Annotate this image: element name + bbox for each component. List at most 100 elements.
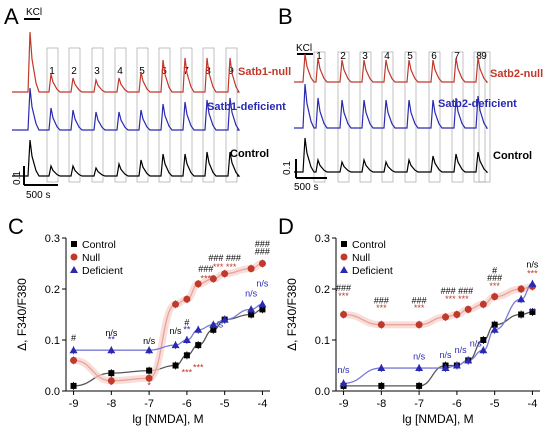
x-tick-label: -7 bbox=[414, 398, 424, 410]
data-point-control bbox=[529, 308, 536, 315]
b-stim-box bbox=[313, 51, 326, 183]
panel-b-label-null: Satb2-null bbox=[490, 68, 543, 80]
panel-b-label-deficient: Satb2-deficient bbox=[438, 98, 517, 110]
data-point-deficient bbox=[441, 364, 450, 372]
y-tick-label: 0.1 bbox=[45, 335, 60, 347]
significance-annotation: *** bbox=[193, 363, 204, 373]
legend-label-deficient: Deficient bbox=[352, 265, 393, 277]
panel-b-label: B bbox=[278, 4, 293, 29]
b-stim-box bbox=[381, 51, 394, 183]
b-stim-number: 6 bbox=[431, 51, 437, 62]
significance-annotation: *** *** bbox=[445, 294, 469, 304]
panel-b-trace-deficient bbox=[294, 83, 489, 129]
significance-annotation: ### bbox=[412, 295, 427, 305]
x-tick-label: -6 bbox=[452, 398, 462, 410]
data-point-control bbox=[210, 326, 217, 333]
significance-annotation: n/s bbox=[440, 350, 453, 360]
data-point-null bbox=[340, 311, 348, 318]
a-stim-box bbox=[114, 47, 127, 183]
data-point-control bbox=[172, 362, 179, 369]
legend-label-null: Null bbox=[352, 252, 370, 264]
panel-b-scale-y-label: 0.1 bbox=[282, 161, 293, 175]
legend-marker-deficient bbox=[340, 266, 348, 273]
b-stim-number: 8 bbox=[476, 51, 482, 62]
data-point-control bbox=[70, 382, 77, 389]
data-point-deficient bbox=[490, 325, 499, 333]
data-point-control bbox=[416, 382, 423, 389]
data-point-null bbox=[209, 275, 217, 283]
panel-d-label: D bbox=[278, 214, 294, 239]
data-point-deficient bbox=[339, 379, 348, 387]
significance-annotation: ### bbox=[255, 239, 270, 249]
data-point-deficient bbox=[517, 295, 526, 303]
legend-label-null: Null bbox=[82, 252, 100, 264]
data-point-deficient bbox=[209, 320, 218, 328]
significance-annotation: ### bbox=[336, 283, 351, 293]
data-point-deficient bbox=[145, 346, 154, 354]
panel-a-stim-boxes bbox=[46, 47, 238, 183]
data-point-control bbox=[195, 342, 202, 349]
panel-a-label-deficient: Satb1-deficient bbox=[207, 101, 286, 113]
b-stim-number: 1 bbox=[316, 51, 322, 62]
data-point-control bbox=[183, 352, 190, 359]
x-axis-label: lg [NMDA], M bbox=[402, 412, 473, 426]
panel-b-kcl-label: KCl bbox=[296, 43, 312, 54]
x-tick-label: -9 bbox=[69, 398, 79, 410]
significance-annotation: n/s bbox=[105, 328, 118, 338]
panel-a-trace-control bbox=[12, 139, 241, 177]
data-point-deficient bbox=[247, 305, 256, 313]
y-axis-label: Δ, F340/F380 bbox=[285, 278, 299, 351]
data-point-control bbox=[378, 382, 385, 389]
significance-annotation: * bbox=[110, 380, 114, 390]
a-stim-number: 2 bbox=[71, 66, 77, 77]
panel-a-scale-x-label: 500 s bbox=[26, 190, 50, 201]
b-stim-box bbox=[478, 51, 491, 183]
significance-annotation: # bbox=[492, 266, 497, 276]
a-stim-box bbox=[136, 47, 149, 183]
x-tick-label: -9 bbox=[339, 398, 349, 410]
data-point-null bbox=[491, 293, 499, 301]
null-confidence-band bbox=[70, 260, 266, 385]
significance-annotation: *** bbox=[489, 281, 500, 291]
x-tick-label: -7 bbox=[144, 398, 154, 410]
y-tick-label: 0.2 bbox=[45, 284, 60, 296]
significance-annotation: n/s bbox=[470, 339, 483, 349]
data-point-null bbox=[194, 280, 202, 288]
a-stim-number: 3 bbox=[94, 66, 100, 77]
significance-annotation: n/s bbox=[256, 278, 269, 288]
significance-annotation: n/s bbox=[338, 365, 351, 375]
data-point-deficient bbox=[415, 364, 424, 372]
significance-annotation: ** bbox=[108, 335, 116, 345]
b-stim-number: 4 bbox=[384, 51, 390, 62]
data-point-control bbox=[518, 311, 525, 318]
data-point-control bbox=[480, 337, 487, 343]
a-stim-number: 5 bbox=[139, 66, 145, 77]
fit-curve-control bbox=[73, 308, 263, 387]
fit-curve-null bbox=[343, 285, 533, 326]
data-point-null bbox=[145, 374, 153, 382]
panel-a-kcl-label: KCl bbox=[26, 7, 42, 18]
significance-annotation: *** bbox=[376, 303, 387, 313]
b-stim-box bbox=[404, 51, 417, 183]
panel-a-label: A bbox=[4, 4, 19, 29]
a-stim-number: 1 bbox=[49, 66, 55, 77]
legend-marker-null bbox=[340, 253, 348, 261]
significance-annotation: *** bbox=[201, 273, 212, 283]
data-point-deficient bbox=[464, 356, 473, 364]
x-tick-label: -8 bbox=[376, 398, 386, 410]
b-stim-box bbox=[451, 51, 464, 183]
significance-annotation: *** bbox=[527, 268, 538, 278]
chart-c: C 0.0 0.1 0.2 0.3 -9 -8 -7 -6 -5 -4 lg [NMDA], M Δ, … bbox=[8, 214, 270, 426]
significance-annotation: n/s bbox=[526, 260, 539, 270]
data-point-control bbox=[248, 311, 255, 318]
data-point-null bbox=[221, 270, 229, 278]
significance-annotation: ### ### bbox=[441, 286, 474, 296]
a-stim-box bbox=[91, 47, 104, 183]
a-stim-box bbox=[180, 47, 193, 183]
x-tick-label: -6 bbox=[182, 398, 192, 410]
y-tick-label: 0.0 bbox=[45, 386, 60, 398]
panel-a-label-null: Satb1-null bbox=[238, 66, 291, 78]
b-stim-box bbox=[473, 51, 486, 183]
